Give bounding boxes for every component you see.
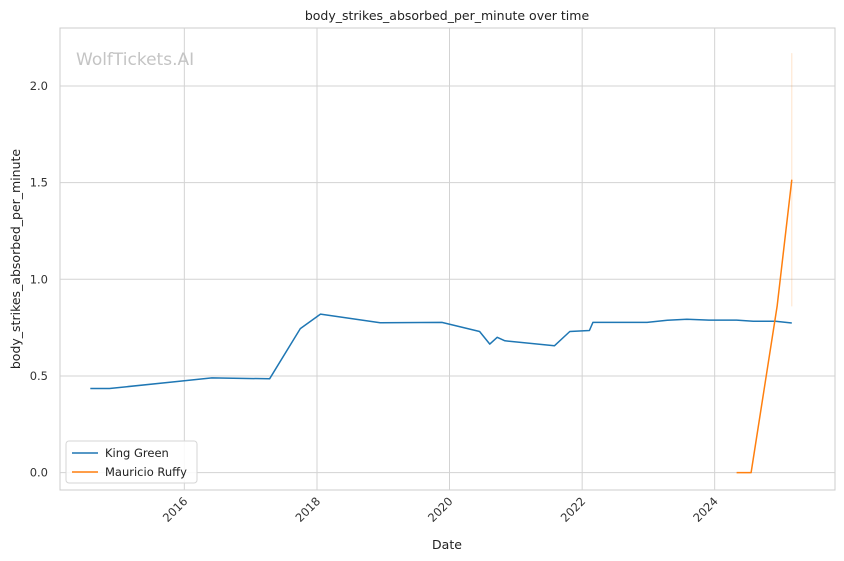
y-tick-labels: 0.0 0.5 1.0 1.5 2.0: [30, 79, 48, 480]
x-tick-label: 2020: [425, 494, 456, 525]
legend-box: [65, 440, 198, 484]
watermark-text: WolfTickets.AI: [76, 50, 194, 70]
y-tick-label: 0.5: [30, 369, 48, 383]
chart-title: body_strikes_absorbed_per_minute over ti…: [305, 8, 590, 23]
series-lines: [90, 53, 793, 474]
x-tick-labels: 2016 2018 2020 2022 2024: [160, 494, 721, 525]
y-axis-label: body_strikes_absorbed_per_minute: [8, 149, 23, 370]
y-tick-label: 1.5: [30, 176, 48, 190]
plot-area: [59, 27, 836, 491]
x-tick-label: 2022: [558, 494, 589, 525]
legend: King Green Mauricio Ruffy: [65, 440, 198, 484]
y-tick-label: 2.0: [30, 79, 48, 93]
x-tick-label: 2018: [293, 494, 324, 525]
y-tick-label: 1.0: [30, 272, 48, 286]
x-tick-label: 2016: [160, 494, 191, 525]
x-tick-label: 2024: [690, 494, 721, 525]
series-line-king-green: [90, 313, 792, 390]
x-axis-label: Date: [432, 537, 462, 552]
legend-label-mauricio-ruffy: Mauricio Ruffy: [105, 465, 187, 479]
legend-label-king-green: King Green: [105, 446, 169, 460]
series-line-mauricio-ruffy: [736, 179, 793, 474]
y-tick-label: 0.0: [30, 466, 48, 480]
